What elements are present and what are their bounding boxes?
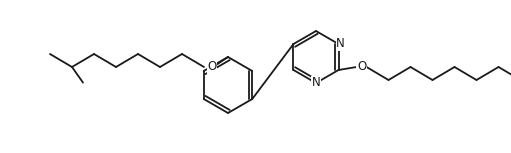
- Text: O: O: [357, 60, 366, 73]
- Text: N: N: [312, 76, 320, 90]
- Text: O: O: [207, 60, 217, 73]
- Text: N: N: [336, 37, 345, 50]
